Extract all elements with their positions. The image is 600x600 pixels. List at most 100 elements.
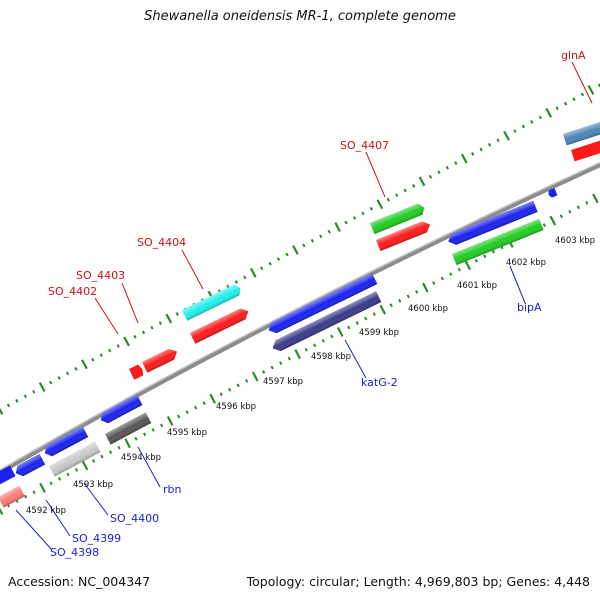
tick-mark (327, 229, 331, 234)
tick-mark (372, 312, 376, 317)
tick-mark (319, 234, 323, 239)
kbp-label: 4599 kbp (359, 328, 399, 338)
gene-label[interactable]: SO_4398 (50, 546, 99, 559)
accession-text: Accession: NC_004347 (8, 574, 151, 589)
map-title: Shewanella oneidensis MR-1, complete gen… (144, 9, 456, 24)
gene-feature[interactable] (270, 291, 382, 354)
tick-mark (57, 476, 62, 481)
gene-feature[interactable] (98, 394, 143, 425)
gene-feature[interactable] (42, 426, 89, 458)
tick-mark (415, 290, 419, 294)
gene-feature[interactable] (266, 273, 378, 336)
tick-mark (406, 294, 410, 299)
tick-mark (474, 258, 478, 263)
tick-mark (555, 106, 559, 111)
tick-mark (245, 379, 249, 383)
tick-mark (379, 304, 387, 315)
gene-feature[interactable] (190, 306, 251, 344)
tick-mark (108, 348, 112, 353)
tick-mark (0, 507, 4, 515)
tick-mark (150, 325, 154, 330)
tick-mark (276, 257, 281, 261)
gene-feature[interactable] (0, 465, 16, 485)
gene-feature[interactable] (0, 485, 25, 508)
top-gene-labels: SO_4402 SO_4403 SO_4404 SO_4407 glnA (48, 49, 586, 298)
tick-mark (549, 215, 557, 226)
tick-mark (279, 361, 283, 365)
gene-feature[interactable] (376, 219, 432, 252)
tick-mark (464, 260, 472, 271)
gene-feature[interactable] (49, 441, 101, 477)
tick-mark (302, 243, 306, 248)
gene-feature[interactable] (105, 412, 152, 445)
kbp-label: 4601 kbp (457, 281, 497, 291)
tick-mark (449, 272, 453, 276)
gene-label[interactable]: SO_4400 (110, 512, 159, 525)
gene-label[interactable]: rbn (163, 483, 182, 496)
gene-feature[interactable] (13, 453, 46, 479)
tick-mark (175, 312, 179, 316)
tick-mark (81, 359, 88, 370)
genome-summary-text: Topology: circular; Length: 4,969,803 bp… (246, 574, 590, 589)
tick-mark (134, 436, 138, 441)
tick-mark (572, 97, 576, 101)
tick-mark (563, 101, 568, 106)
gene-feature[interactable] (142, 346, 180, 373)
gene-label[interactable]: SO_4407 (340, 139, 389, 152)
tick-mark (23, 494, 28, 499)
tick-mark (440, 276, 444, 281)
gene-label[interactable]: SO_4403 (76, 269, 125, 282)
tick-mark (117, 445, 121, 450)
kbp-label: 4595 kbp (167, 428, 207, 438)
gene-feature[interactable] (129, 364, 145, 380)
tick-mark (108, 450, 113, 455)
tick-mark (471, 152, 475, 156)
tick-mark (576, 205, 580, 210)
tick-mark (418, 176, 426, 187)
tick-mark (445, 165, 449, 170)
tick-mark (185, 410, 189, 414)
tick-mark (243, 275, 247, 280)
gene-feature[interactable] (452, 218, 544, 266)
gene-feature[interactable] (370, 202, 426, 235)
tick-mark (158, 321, 162, 325)
tick-mark (361, 211, 365, 216)
tick-mark (422, 282, 429, 293)
gene-feature[interactable] (571, 140, 600, 162)
tick-mark (395, 193, 399, 197)
gene-label[interactable]: SO_4404 (137, 236, 186, 249)
tick-mark (143, 432, 147, 437)
tick-mark (133, 334, 137, 339)
gene-feature[interactable] (563, 121, 600, 146)
kbp-label: 4603 kbp (555, 236, 595, 246)
gene-feature[interactable] (446, 200, 538, 247)
kbp-label: 4596 kbp (216, 402, 256, 412)
gene-feature[interactable] (547, 188, 558, 198)
tick-mark (202, 401, 206, 406)
tick-mark (49, 380, 53, 385)
kbp-label: 4597 kbp (263, 377, 303, 387)
tick-mark (389, 303, 393, 308)
tick-mark (219, 392, 223, 397)
gene-label[interactable]: glnA (561, 49, 586, 62)
tick-mark (228, 387, 232, 392)
tick-mark (177, 414, 181, 419)
tick-mark (479, 147, 483, 152)
tick-mark (330, 334, 334, 339)
tick-mark (398, 298, 402, 303)
tick-mark (57, 376, 61, 380)
tick-mark (100, 454, 104, 459)
gene-label[interactable]: bipA (517, 301, 542, 314)
tick-mark (460, 153, 468, 164)
gene-label[interactable]: katG-2 (361, 376, 398, 389)
tick-mark (292, 245, 299, 255)
tick-mark (313, 343, 317, 348)
tick-mark (344, 220, 348, 225)
tick-mark (39, 482, 46, 493)
tick-mark (15, 398, 19, 403)
tick-mark (99, 353, 103, 357)
gene-feature[interactable] (182, 283, 243, 321)
gene-label[interactable]: SO_4399 (72, 532, 121, 545)
gene-label[interactable]: SO_4402 (48, 285, 97, 298)
